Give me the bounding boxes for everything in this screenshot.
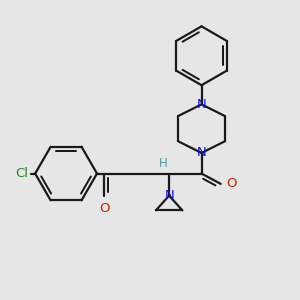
Text: O: O	[226, 177, 236, 190]
Text: O: O	[99, 202, 110, 215]
Text: N: N	[197, 146, 206, 159]
Text: N: N	[197, 98, 206, 111]
Text: N: N	[164, 189, 174, 202]
Text: Cl: Cl	[15, 167, 28, 180]
Text: H: H	[159, 157, 168, 170]
